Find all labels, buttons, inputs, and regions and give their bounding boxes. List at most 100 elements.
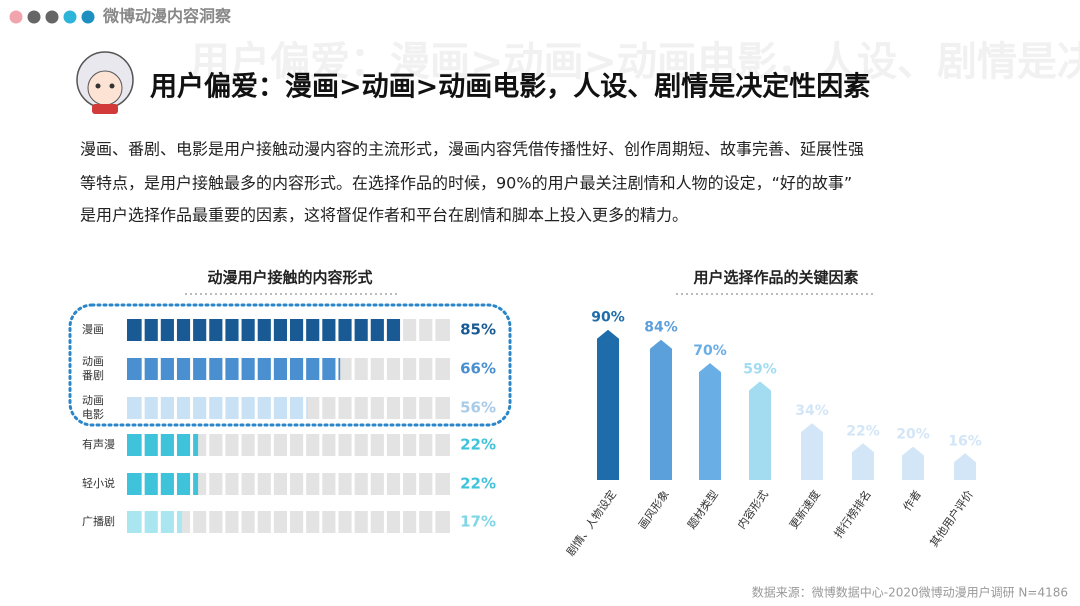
slide-title: 用户偏爱：漫画>动画>动画电影，人设、剧情是决定性因素 — [150, 71, 870, 103]
paragraph-line: 等特点，是用户接触最多的内容形式。在选择作品的时候，90%的用户最关注剧情和人物… — [80, 174, 852, 193]
dot — [27, 10, 41, 24]
track-segment — [272, 473, 289, 495]
dot — [81, 10, 95, 24]
value-label: 70% — [693, 343, 727, 359]
category-label: 画风形象 — [636, 488, 672, 531]
brand: 微博动漫内容洞察 — [102, 7, 232, 26]
track-segment — [369, 434, 386, 456]
track-segment — [353, 511, 370, 533]
track-segment — [401, 358, 418, 380]
bar — [127, 319, 402, 341]
track-segment — [385, 473, 402, 495]
value-label: 84% — [644, 320, 678, 336]
value-label: 90% — [591, 310, 625, 326]
track-segment — [288, 434, 305, 456]
track-segment — [433, 511, 450, 533]
value-label: 85% — [460, 321, 496, 339]
track-segment — [369, 397, 386, 419]
track-segment — [385, 434, 402, 456]
track-segment — [240, 511, 257, 533]
track-segment — [304, 434, 321, 456]
track-segment — [320, 434, 337, 456]
bar — [954, 453, 976, 480]
category-label: 作者 — [901, 488, 924, 513]
track-segment — [401, 319, 418, 341]
track-segment — [385, 511, 402, 533]
track-segment — [353, 473, 370, 495]
value-label: 56% — [460, 399, 496, 417]
value-label: 22% — [460, 436, 496, 454]
category-label: 动画番剧 — [82, 355, 104, 382]
track-segment — [223, 511, 241, 533]
track-segment — [304, 397, 321, 419]
track-segment — [385, 397, 402, 419]
mascot — [76, 51, 134, 114]
bar — [127, 511, 182, 533]
track-segment — [272, 511, 289, 533]
track-segment — [207, 434, 224, 456]
track-segment — [417, 358, 434, 380]
track-segment — [336, 358, 354, 380]
track-segment — [369, 473, 386, 495]
value-label: 20% — [896, 427, 930, 443]
category-label: 剧情、人物设定 — [563, 487, 619, 558]
bar — [127, 434, 199, 456]
track-segment — [417, 397, 434, 419]
track-segment — [223, 434, 241, 456]
track-segment — [240, 473, 257, 495]
bar — [749, 381, 771, 480]
track-segment — [207, 473, 224, 495]
value-label: 17% — [460, 513, 496, 531]
track-segment — [288, 511, 305, 533]
category-label: 动画电影 — [82, 394, 104, 421]
category-label: 有声漫 — [82, 437, 115, 451]
track-segment — [256, 511, 273, 533]
track-segment — [385, 358, 402, 380]
track-segment — [433, 397, 450, 419]
paragraph-line: 是用户选择作品最重要的因素，这将督促作者和平台在剧情和脚本上投入更多的精力。 — [80, 206, 688, 225]
track-segment — [336, 434, 354, 456]
track-segment — [433, 473, 450, 495]
bar — [650, 339, 672, 480]
value-label: 59% — [743, 361, 777, 377]
bar — [127, 473, 199, 495]
track-segment — [336, 473, 354, 495]
track-segment — [401, 397, 418, 419]
track-segment — [256, 434, 273, 456]
bar — [801, 423, 823, 480]
value-label: 66% — [460, 360, 496, 378]
track-segment — [207, 511, 224, 533]
dot — [45, 10, 59, 24]
track-segment — [288, 473, 305, 495]
track-segment — [256, 473, 273, 495]
track-segment — [369, 358, 386, 380]
bar — [127, 397, 308, 419]
track-segment — [336, 511, 354, 533]
track-segment — [353, 397, 370, 419]
highlight-box — [68, 303, 512, 427]
track-segment — [272, 434, 289, 456]
category-label: 其他用户评价 — [927, 487, 976, 549]
dot — [63, 10, 77, 24]
source: 数据来源：微博数据中心-2020微博动漫用户调研 N=4186 — [752, 585, 1068, 600]
track-segment — [401, 473, 418, 495]
bar — [902, 446, 924, 480]
title-watermark: 用户偏爱：漫画>动画>动画电影，人设、剧情是决定性因素 — [190, 39, 1080, 85]
track-segment — [433, 434, 450, 456]
category-label: 内容形式 — [734, 487, 771, 531]
track-segment — [433, 319, 450, 341]
track-segment — [223, 473, 241, 495]
dot — [9, 10, 23, 24]
value-label: 34% — [795, 403, 829, 419]
track-segment — [353, 358, 370, 380]
track-segment — [401, 434, 418, 456]
header-dots — [9, 10, 95, 24]
paragraph-line: 漫画、番剧、电影是用户接触动漫内容的主流形式，漫画内容凭借传播性好、创作周期短、… — [80, 140, 864, 159]
track-segment — [417, 434, 434, 456]
category-label: 广播剧 — [82, 514, 115, 528]
category-label: 轻小说 — [82, 476, 115, 490]
category-label: 排行榜排名 — [831, 487, 874, 540]
value-label: 22% — [460, 475, 496, 493]
track-segment — [304, 511, 321, 533]
